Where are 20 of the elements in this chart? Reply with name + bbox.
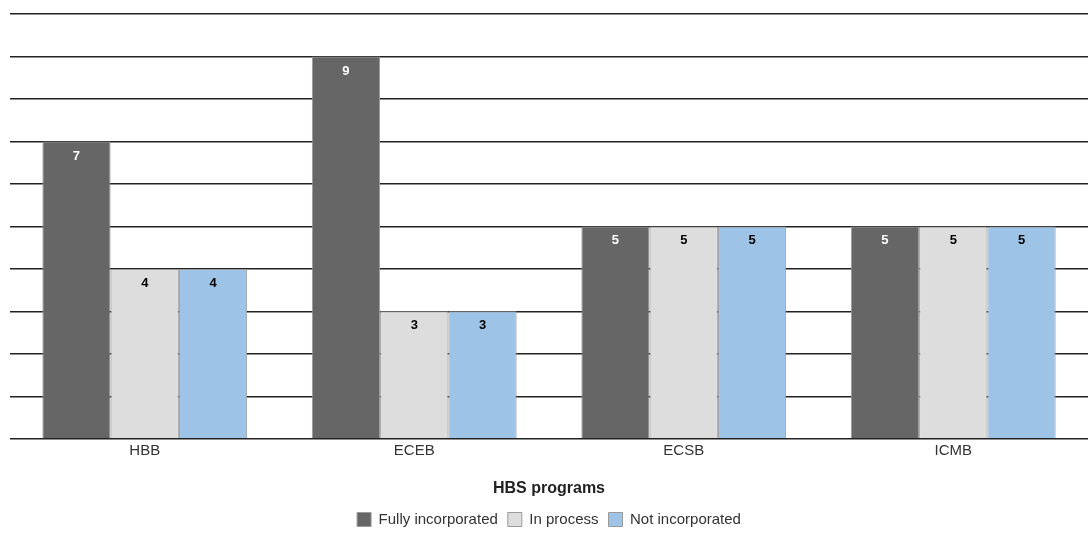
x-tick-label: HBB (129, 440, 161, 458)
data-label: 4 (141, 274, 150, 290)
legend-label: Not incorporated (630, 509, 741, 527)
data-label: 7 (72, 147, 81, 163)
data-label: 3 (478, 317, 487, 333)
x-tick-label: ICMB (934, 440, 972, 458)
data-label: 5 (1017, 232, 1026, 248)
data-label: 5 (949, 232, 957, 248)
legend-label: Fully incorporated (378, 509, 498, 527)
x-tick-label: ECSB (663, 440, 705, 458)
legend-label: In process (529, 509, 599, 527)
x-axis-title: HBS programs (492, 478, 606, 496)
x-tick-label: ECEB (393, 440, 435, 458)
data-label: 5 (611, 232, 620, 248)
data-label: 5 (881, 232, 889, 248)
data-label: 4 (209, 274, 218, 290)
data-label: 9 (342, 62, 350, 78)
data-label: 5 (680, 232, 688, 248)
data-label: 3 (410, 317, 418, 333)
data-label: 5 (748, 232, 756, 248)
